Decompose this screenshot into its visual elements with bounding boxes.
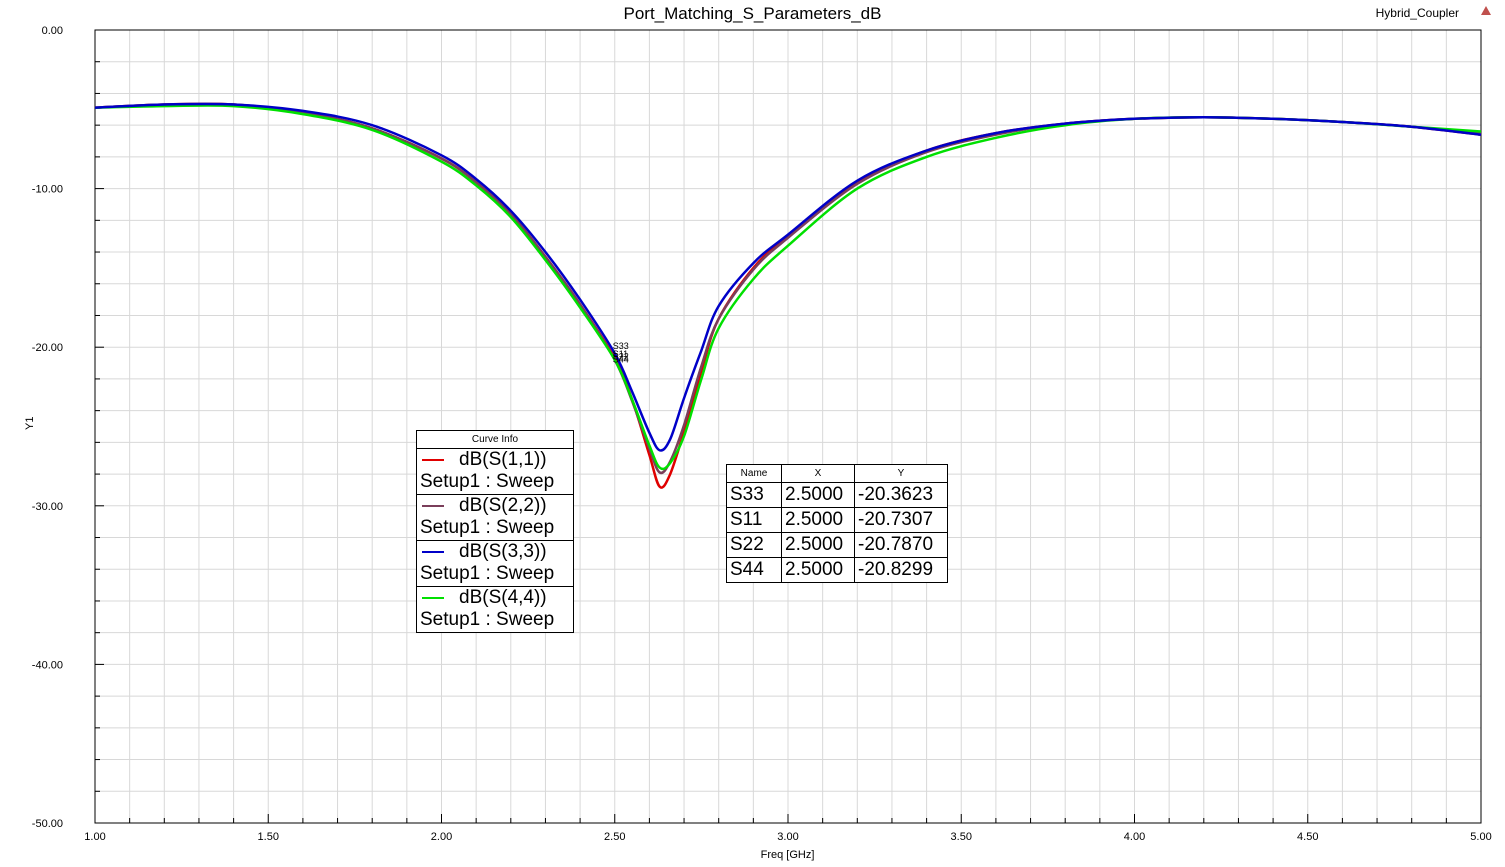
x-tick-label: 4.50 [1297, 831, 1318, 843]
marker-y: -20.8299 [854, 557, 948, 583]
x-tick-label: 3.00 [777, 831, 798, 843]
y-tick-label: -10.00 [32, 184, 63, 196]
table-row[interactable]: S11 2.5000 -20.7307 [726, 507, 948, 533]
y-tick-label: -40.00 [32, 659, 63, 671]
table-row[interactable]: S33 2.5000 -20.3623 [726, 482, 948, 508]
x-tick-label: 5.00 [1470, 831, 1491, 843]
x-tick-label: 2.00 [431, 831, 452, 843]
legend-header: Curve Info [417, 431, 573, 449]
marker-label: S33 [613, 341, 629, 351]
y-tick-label: -50.00 [32, 818, 63, 830]
x-tick-label: 1.50 [258, 831, 279, 843]
legend-swatch [422, 597, 444, 599]
marker-name: S33 [726, 482, 782, 508]
marker-x: 2.5000 [781, 532, 855, 558]
marker-label: S22 [613, 352, 629, 362]
legend-expression: dB(S(3,3)) [459, 541, 547, 562]
x-tick-label: 2.50 [604, 831, 625, 843]
chart-title: Port_Matching_S_Parameters_dB [623, 4, 882, 23]
legend-expression: dB(S(4,4)) [459, 587, 547, 608]
y-tick-label: -30.00 [32, 501, 63, 513]
marker-label: S11 [613, 349, 628, 359]
legend-expression: dB(S(2,2)) [459, 495, 547, 516]
column-header: Y [854, 464, 948, 483]
warning-icon[interactable] [1481, 6, 1491, 15]
legend-entry[interactable]: dB(S(2,2)) Setup1 : Sweep [417, 495, 573, 541]
marker-y: -20.3623 [854, 482, 948, 508]
axes: 1.00 1.50 2.00 2.50 3.00 3.50 4.00 4.50 5.00 0.00… [32, 25, 1492, 843]
marker-label: S44 [613, 354, 629, 364]
legend-entry[interactable]: dB(S(3,3)) Setup1 : Sweep [417, 541, 573, 587]
legend-setup: Setup1 : Sweep [420, 563, 555, 584]
column-header: Name [726, 464, 782, 483]
legend-entry[interactable]: dB(S(1,1)) Setup1 : Sweep [417, 449, 573, 495]
marker-name: S44 [726, 557, 782, 583]
marker-x: 2.5000 [781, 507, 855, 533]
legend-swatch [422, 551, 444, 553]
curve-info-legend[interactable]: Curve Info dB(S(1,1)) Setup1 : Sweep dB(… [416, 430, 574, 633]
legend-setup: Setup1 : Sweep [420, 609, 555, 630]
marker-name: S11 [726, 507, 782, 533]
legend-expression: dB(S(1,1)) [459, 449, 547, 470]
x-axis-label: Freq [GHz] [760, 849, 815, 861]
legend-setup: Setup1 : Sweep [420, 517, 555, 538]
column-header: X [781, 464, 855, 483]
marker-y: -20.7307 [854, 507, 948, 533]
grid [94, 29, 1482, 824]
marker-table[interactable]: Name X Y S33 2.5000 -20.3623 S11 2.5000 … [726, 464, 948, 583]
legend-entry[interactable]: dB(S(4,4)) Setup1 : Sweep [417, 587, 573, 632]
series-layer [94, 102, 1482, 489]
series-line [94, 102, 1482, 452]
legend-swatch [422, 459, 444, 461]
project-name: Hybrid_Coupler [1375, 6, 1459, 20]
table-row[interactable]: S44 2.5000 -20.8299 [726, 557, 948, 583]
x-tick-label: 3.50 [951, 831, 972, 843]
y-tick-label: -20.00 [32, 342, 63, 354]
x-tick-label: 4.00 [1124, 831, 1145, 843]
marker-y: -20.7870 [854, 532, 948, 558]
table-row[interactable]: S22 2.5000 -20.7870 [726, 532, 948, 558]
x-tick-label: 1.00 [84, 831, 105, 843]
marker-table-header: Name X Y [726, 464, 948, 483]
marker-x: 2.5000 [781, 557, 855, 583]
marker-name: S22 [726, 532, 782, 558]
marker-x: 2.5000 [781, 482, 855, 508]
legend-setup: Setup1 : Sweep [420, 471, 555, 492]
y-tick-label: 0.00 [42, 25, 63, 37]
y-axis-label: Y1 [24, 416, 36, 430]
legend-swatch [422, 505, 444, 507]
